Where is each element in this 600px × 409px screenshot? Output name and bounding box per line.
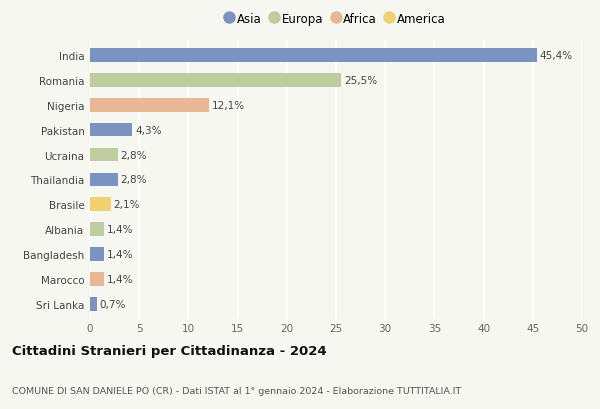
Text: 45,4%: 45,4% (539, 51, 573, 61)
Text: 1,4%: 1,4% (107, 274, 133, 284)
Text: 2,1%: 2,1% (113, 200, 140, 210)
Bar (90, 198, 110, 211)
Text: 0,7%: 0,7% (100, 299, 126, 309)
Bar (90, 272, 104, 286)
Bar (90, 223, 104, 236)
Bar (90, 124, 133, 137)
Bar (90, 173, 118, 187)
Bar (90, 99, 209, 112)
Bar (90, 247, 104, 261)
Text: 4,3%: 4,3% (135, 125, 162, 135)
Text: 1,4%: 1,4% (107, 225, 133, 235)
Bar (90, 74, 341, 88)
Text: 25,5%: 25,5% (344, 76, 377, 85)
Text: Cittadini Stranieri per Cittadinanza - 2024: Cittadini Stranieri per Cittadinanza - 2… (12, 344, 326, 357)
Text: COMUNE DI SAN DANIELE PO (CR) - Dati ISTAT al 1° gennaio 2024 - Elaborazione TUT: COMUNE DI SAN DANIELE PO (CR) - Dati IST… (12, 386, 461, 395)
Legend: Asia, Europa, Africa, America: Asia, Europa, Africa, America (221, 8, 451, 30)
Bar (90, 148, 118, 162)
Text: 2,8%: 2,8% (121, 150, 147, 160)
Text: 1,4%: 1,4% (107, 249, 133, 259)
Text: 2,8%: 2,8% (121, 175, 147, 185)
Bar (90, 49, 537, 63)
Bar (90, 297, 97, 311)
Text: 12,1%: 12,1% (212, 101, 245, 110)
